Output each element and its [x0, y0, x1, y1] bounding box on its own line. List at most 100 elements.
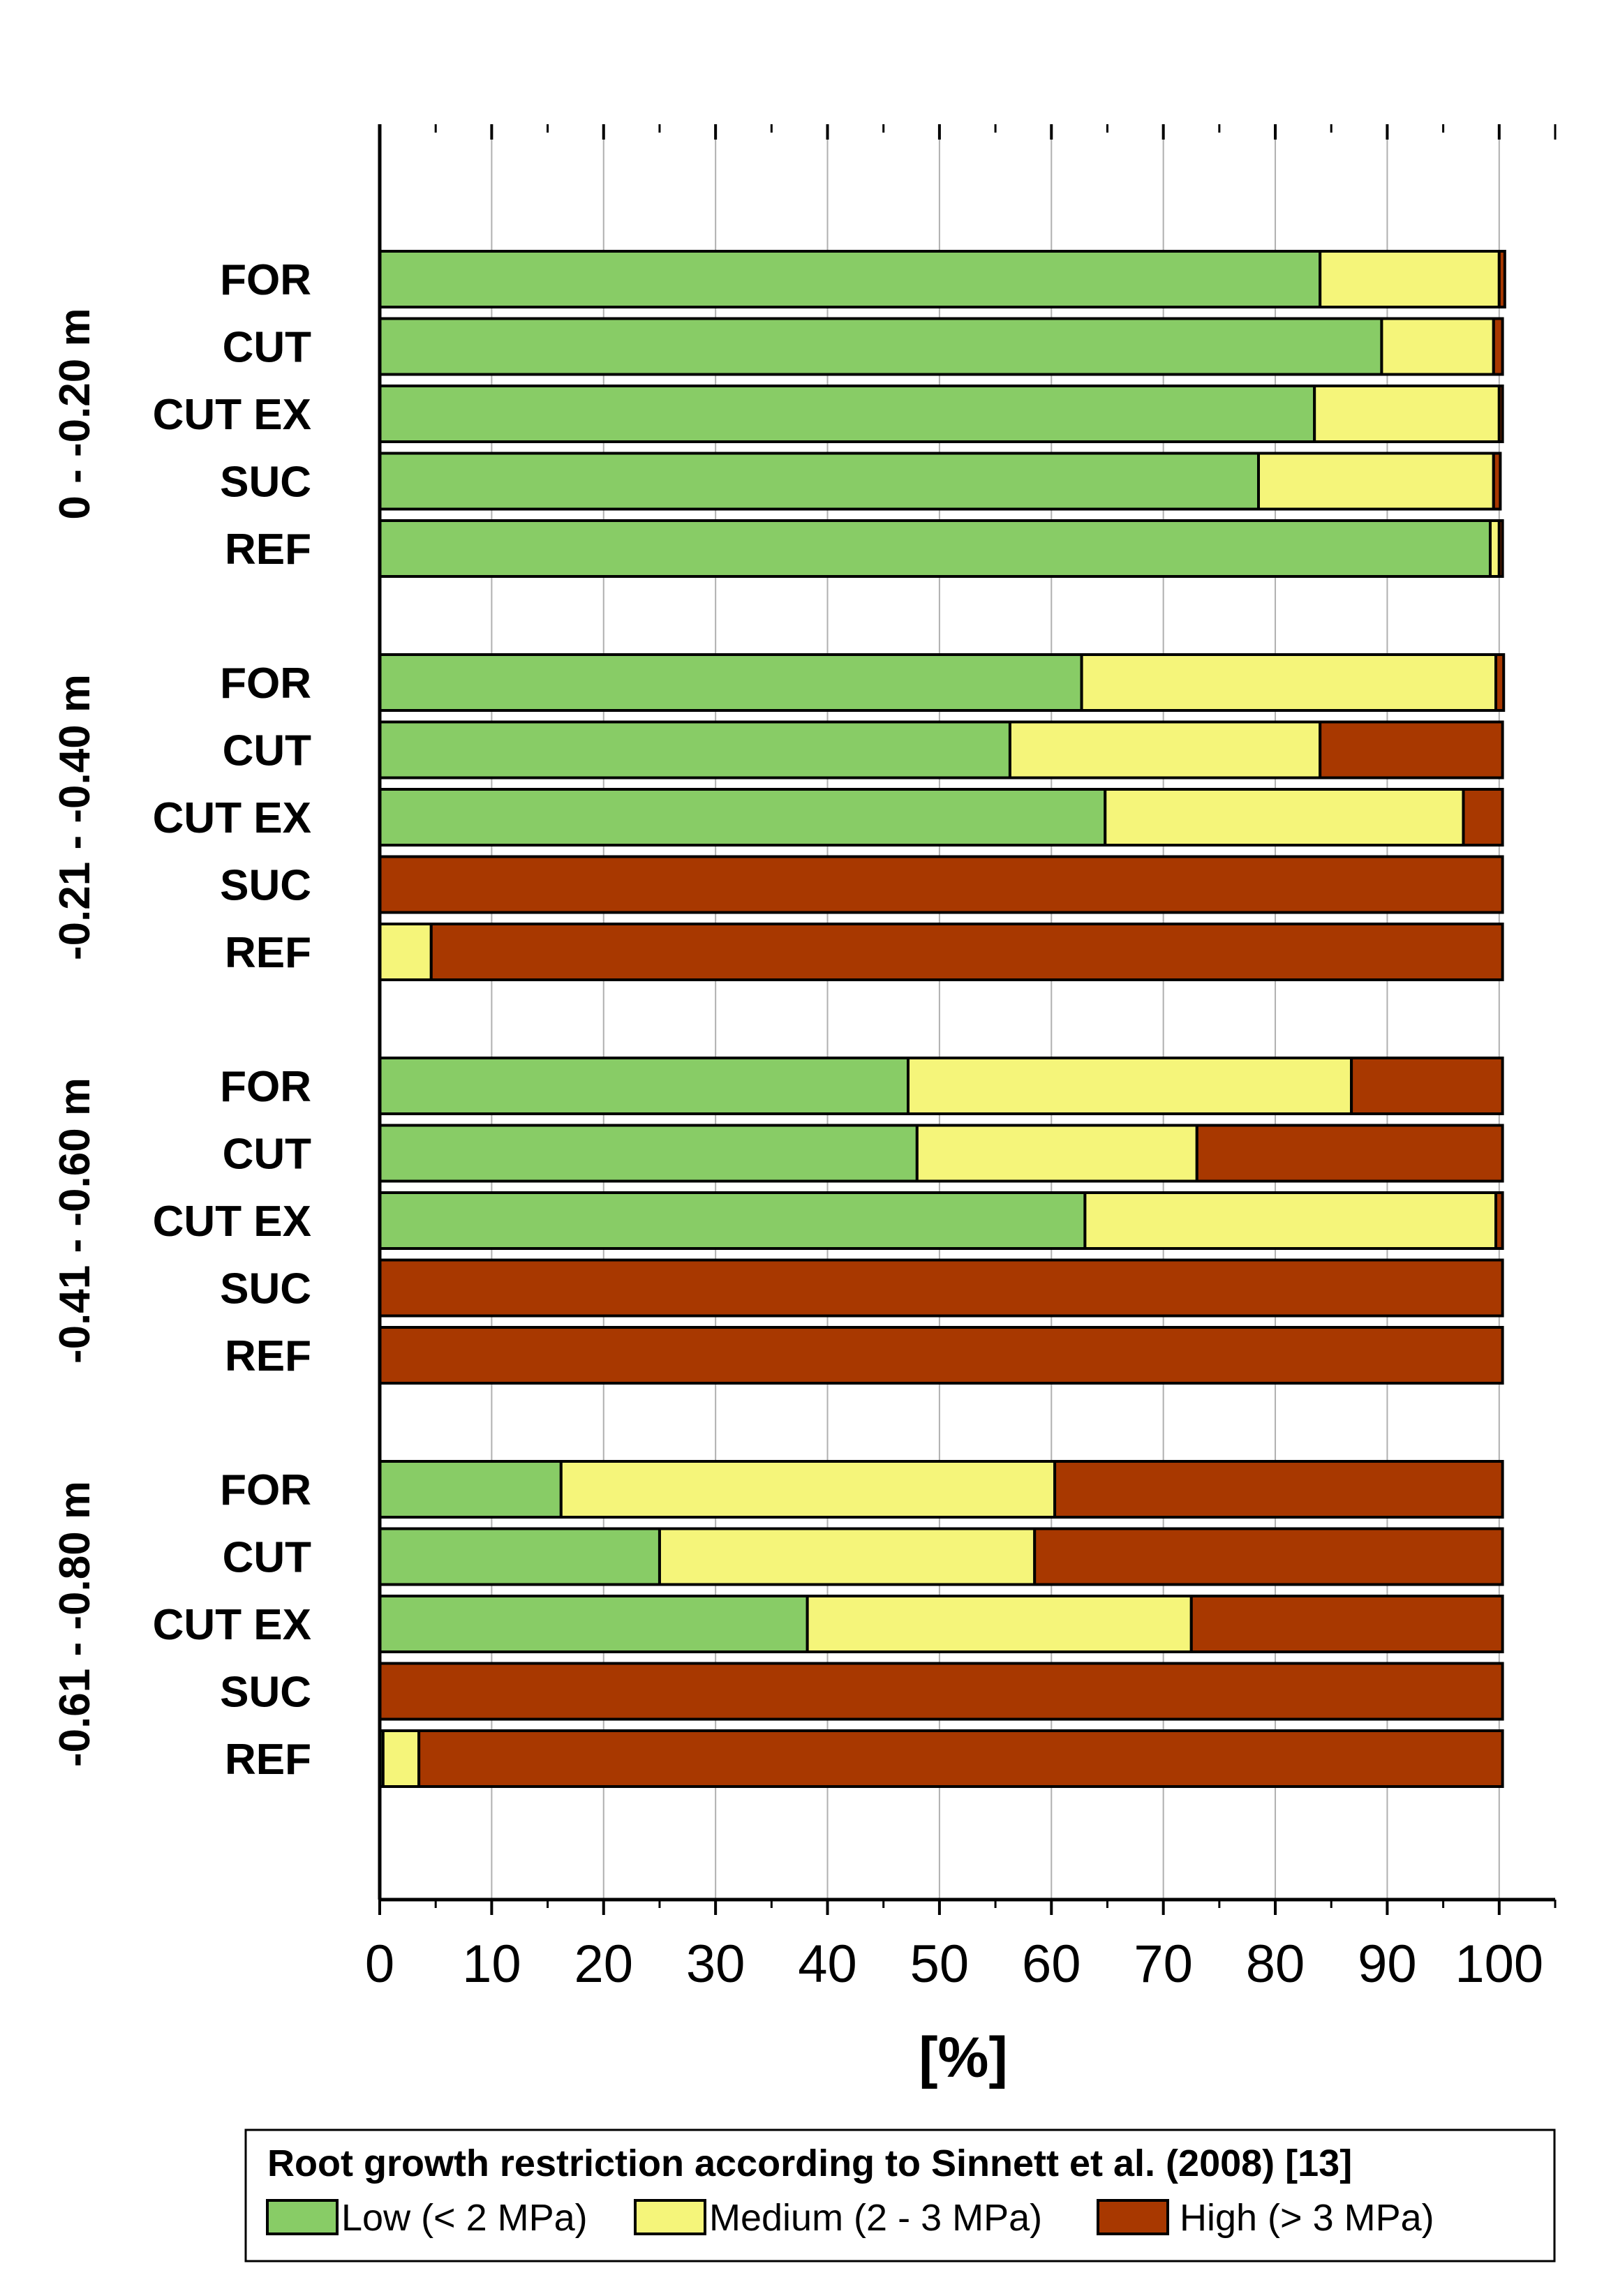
bar-segment-high — [1497, 519, 1504, 578]
category-labels: FOR CUT CUT EX SUC REF FOR CUT CUT EX SUC REF FOR C… — [153, 256, 311, 1784]
bar-segment-low — [378, 317, 1383, 376]
bar-segment-low — [378, 1057, 910, 1115]
category-label: CUT EX — [153, 1198, 311, 1246]
bar-segment-high — [1350, 1057, 1504, 1115]
bar-segment-low — [378, 250, 1322, 308]
bar-segment-high — [378, 1326, 1504, 1385]
bar-segment-low — [378, 385, 1316, 443]
category-label: REF — [225, 1332, 311, 1380]
bar-segment-high — [1033, 1527, 1504, 1586]
legend-swatch-low — [266, 2199, 339, 2235]
x-tick-label: 50 — [910, 1935, 970, 1994]
category-label: CUT — [223, 727, 312, 775]
x-tick-label: 70 — [1134, 1935, 1193, 1994]
legend-frame — [244, 2129, 1556, 2263]
bar-segment-low — [378, 1191, 1087, 1250]
bar-segment-low — [378, 1527, 661, 1586]
category-label: FOR — [220, 1063, 311, 1111]
bar-segment-high — [1494, 653, 1506, 712]
category-label: SUC — [220, 862, 311, 910]
category-label: CUT EX — [153, 1601, 311, 1649]
bar-segment-low — [378, 1124, 919, 1183]
group-label: 0 - -0.20 m — [51, 308, 99, 519]
bar-segment-medium — [906, 1057, 1353, 1115]
bar-segment-medium — [1313, 385, 1501, 443]
x-tick-label: 40 — [798, 1935, 857, 1994]
x-axis-ticks: 0 10 20 30 40 50 60 70 80 90 100 — [365, 1900, 1557, 1994]
legend: Root growth restriction according to Sin… — [244, 2129, 1556, 2263]
bar-segment-medium — [1083, 1191, 1497, 1250]
category-label: REF — [225, 525, 311, 574]
bar-segment-medium — [915, 1124, 1198, 1183]
bar-segment-high — [1497, 250, 1506, 308]
x-axis-title: [%] — [919, 2026, 1008, 2089]
group-label: -0.41 - -0.60 m — [51, 1078, 99, 1364]
bar-segment-medium — [1104, 788, 1465, 847]
category-label: CUT EX — [153, 391, 311, 439]
bar-segment-high — [1492, 452, 1502, 511]
bar-segment-medium — [1319, 250, 1501, 308]
group-label: -0.61 - -0.80 m — [51, 1481, 99, 1767]
category-label: FOR — [220, 659, 311, 708]
category-label: SUC — [220, 459, 311, 507]
bar-segment-high — [429, 923, 1504, 981]
bar-segment-medium — [1008, 720, 1322, 780]
bar-segment-medium — [1380, 317, 1495, 376]
bar-segment-medium — [1080, 653, 1497, 712]
x-tick-label: 0 — [365, 1935, 394, 1994]
category-label: CUT — [223, 1131, 312, 1179]
bar-segment-high — [1189, 1595, 1504, 1653]
bar-series — [378, 250, 1506, 1788]
bar-segment-high — [1195, 1124, 1504, 1183]
bar-segment-high — [1492, 317, 1504, 376]
category-label: CUT — [223, 1534, 312, 1582]
legend-swatch-medium — [634, 2199, 706, 2235]
legend-label-low: Low (< 2 MPa) — [341, 2197, 588, 2239]
bar-segment-high — [378, 855, 1504, 914]
bar-segment-medium — [1256, 452, 1495, 511]
bar-segment-high — [378, 1258, 1504, 1318]
x-tick-label: 90 — [1358, 1935, 1417, 1994]
bar-segment-medium — [378, 923, 433, 981]
x-tick-label: 20 — [574, 1935, 633, 1994]
category-label: SUC — [220, 1669, 311, 1717]
legend-swatch-high — [1097, 2199, 1169, 2235]
bar-segment-low — [378, 720, 1011, 780]
group-label: -0.21 - -0.40 m — [51, 674, 99, 960]
bar-segment-high — [1497, 385, 1504, 443]
bar-segment-low — [378, 653, 1083, 712]
category-label: REF — [225, 929, 311, 977]
bar-segment-medium — [806, 1595, 1193, 1653]
x-tick-label: 100 — [1455, 1935, 1543, 1994]
bar-segment-low — [378, 452, 1260, 511]
plot-area: 0 10 20 30 40 50 60 70 80 90 100 — [365, 124, 1557, 1994]
group-labels: 0 - -0.20 m -0.21 - -0.40 m -0.41 - -0.60 … — [51, 308, 99, 1767]
bar-segment-high — [1462, 788, 1504, 847]
bar-segment-medium — [559, 1460, 1057, 1519]
bar-segment-medium — [381, 1729, 421, 1788]
category-label: FOR — [220, 1466, 311, 1514]
bar-segment-low — [378, 788, 1107, 847]
bar-segment-high — [417, 1729, 1504, 1788]
bar-segment-low — [378, 1460, 563, 1519]
category-label: FOR — [220, 256, 311, 304]
bar-segment-high — [1319, 720, 1504, 780]
bar-segment-medium — [658, 1527, 1037, 1586]
legend-label-medium: Medium (2 - 3 MPa) — [709, 2197, 1042, 2239]
x-tick-label: 80 — [1246, 1935, 1305, 1994]
x-tick-label: 60 — [1022, 1935, 1081, 1994]
bar-segment-low — [378, 519, 1492, 578]
bar-segment-high — [1494, 1191, 1504, 1250]
x-tick-label: 10 — [462, 1935, 521, 1994]
category-label: SUC — [220, 1265, 311, 1313]
bar-segment-low — [378, 1595, 809, 1653]
category-label: REF — [225, 1736, 311, 1784]
x-tick-label: 30 — [686, 1935, 745, 1994]
legend-label-high: High (> 3 MPa) — [1180, 2197, 1434, 2239]
legend-title: Root growth restriction according to Sin… — [267, 2142, 1352, 2184]
bar-segment-high — [1053, 1460, 1504, 1519]
category-label: CUT — [223, 324, 312, 372]
bar-segment-high — [378, 1662, 1504, 1721]
category-label: CUT EX — [153, 794, 311, 842]
